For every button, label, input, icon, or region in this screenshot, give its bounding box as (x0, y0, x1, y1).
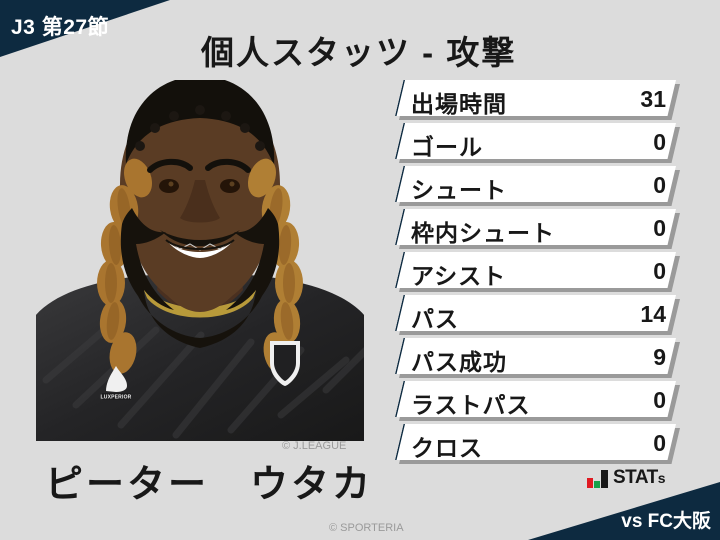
svg-text:LUXPERIOR: LUXPERIOR (101, 395, 132, 401)
